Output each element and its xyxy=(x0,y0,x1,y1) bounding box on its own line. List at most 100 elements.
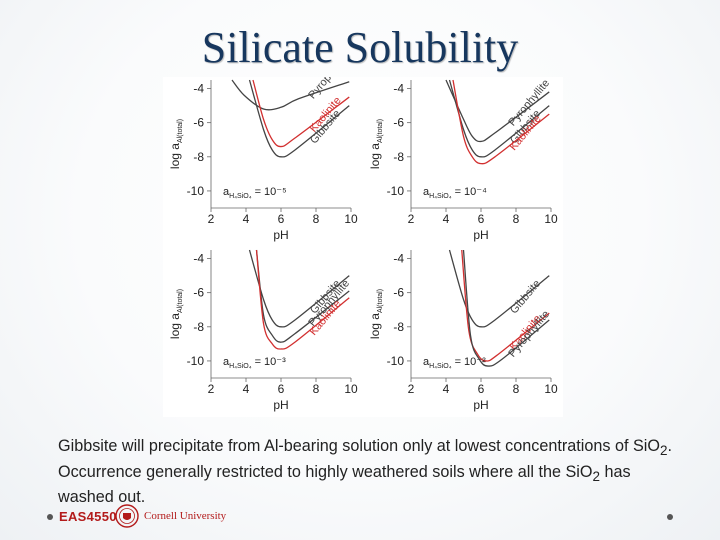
gibbsite-curve xyxy=(248,249,350,328)
institution-name: Cornell University xyxy=(144,510,227,522)
y-tick-label: -8 xyxy=(393,320,404,334)
kaolinite-curve xyxy=(255,249,350,350)
x-tick-label: 6 xyxy=(278,212,285,226)
y-axis-label-sub: Al(total) xyxy=(377,119,384,143)
gibbsite-curve xyxy=(448,249,550,328)
x-tick-label: 10 xyxy=(344,382,358,396)
y-tick-label: -10 xyxy=(187,184,205,198)
y-tick-label: -4 xyxy=(393,82,404,96)
silica-activity-annotation: aH₄SiO₄ = 10⁻⁴ xyxy=(423,186,487,200)
y-tick-label: -10 xyxy=(187,354,205,368)
y-axis-label-main: log a xyxy=(368,143,382,169)
x-tick-label: 4 xyxy=(243,382,250,396)
x-axis-label: pH xyxy=(473,228,488,242)
y-tick-label: -10 xyxy=(387,354,405,368)
pyrophyllite-curve xyxy=(462,249,550,367)
x-tick-label: 10 xyxy=(544,212,558,226)
pyrophyllite-label: Pyrophyllite xyxy=(306,77,352,101)
x-tick-label: 2 xyxy=(408,212,415,226)
pyrophyllite-label: Pyrophyllite xyxy=(506,308,552,359)
caption-subscript-1: 2 xyxy=(659,443,668,459)
x-tick-label: 6 xyxy=(478,382,485,396)
y-tick-label: -10 xyxy=(387,184,405,198)
annotation-sub: H₄SiO₄ xyxy=(429,193,452,200)
gibbsite-label: Gibbsite xyxy=(508,278,543,317)
silica-activity-annotation: aH₄SiO₄ = 10⁻² xyxy=(423,356,486,370)
y-tick-label: -8 xyxy=(193,320,204,334)
silica-activity-annotation: aH₄SiO₄ = 10⁻³ xyxy=(223,356,286,370)
y-axis-label-sub: Al(total) xyxy=(177,119,184,143)
x-tick-label: 10 xyxy=(544,382,558,396)
y-axis-label: log aAl(total) xyxy=(368,119,384,169)
pyrophyllite-curve xyxy=(445,79,550,143)
x-axis-label: pH xyxy=(473,398,488,412)
footer-bullet-right-icon xyxy=(667,514,673,520)
x-axis-label: pH xyxy=(273,398,288,412)
university-seal-icon xyxy=(115,504,139,528)
x-tick-label: 6 xyxy=(478,212,485,226)
y-axis-label-main: log a xyxy=(368,313,382,339)
y-tick-label: -6 xyxy=(193,116,204,130)
y-tick-label: -6 xyxy=(393,286,404,300)
y-tick-label: -4 xyxy=(193,252,204,266)
x-axis-label: pH xyxy=(273,228,288,242)
kaolinite-curve xyxy=(461,249,550,362)
x-tick-label: 2 xyxy=(408,382,415,396)
chart-panel-top-left: -4 -6 -8 -102 4 6 8 10 pH log aAl(total) Pyrophyll… xyxy=(168,77,358,242)
kaolinite-curve xyxy=(452,79,550,165)
annotation-main: a xyxy=(223,356,230,368)
x-tick-label: 2 xyxy=(208,212,215,226)
caption-text-3: has washed out. xyxy=(58,462,631,507)
y-axis-label: log aAl(total) xyxy=(168,289,184,339)
y-tick-label: -4 xyxy=(393,252,404,266)
y-tick-label: -4 xyxy=(193,82,204,96)
x-tick-label: 4 xyxy=(443,212,450,226)
gibbsite-curve xyxy=(248,79,350,158)
footer-bullet-left-icon xyxy=(47,514,53,520)
annotation-sub: H₄SiO₄ xyxy=(229,363,252,370)
x-tick-label: 4 xyxy=(243,212,250,226)
annotation-main: a xyxy=(423,186,430,198)
pyrophyllite-curve xyxy=(231,79,350,111)
y-tick-label: -6 xyxy=(393,116,404,130)
slide-footer: EAS4550 Cornell University xyxy=(0,500,720,540)
slide-caption: Gibbsite will precipitate from Al-bearin… xyxy=(58,436,688,508)
x-tick-label: 10 xyxy=(344,212,358,226)
y-tick-label: -8 xyxy=(193,150,204,164)
annotation-main: a xyxy=(223,186,230,198)
annotation-sub: H₄SiO₄ xyxy=(229,193,252,200)
kaolinite-curve xyxy=(252,79,350,148)
gibbsite-curve xyxy=(448,79,550,158)
caption-text-2: . Occurrence generally restricted to hig… xyxy=(58,437,672,481)
annotation-value: = 10⁻³ xyxy=(255,356,287,368)
x-tick-label: 6 xyxy=(278,382,285,396)
y-axis-label: log aAl(total) xyxy=(168,119,184,169)
annotation-sub: H₄SiO₄ xyxy=(429,363,452,370)
annotation-value: = 10⁻⁵ xyxy=(255,186,287,198)
slide-title: Silicate Solubility xyxy=(201,23,519,72)
caption-subscript-2: 2 xyxy=(592,468,600,484)
y-tick-label: -6 xyxy=(193,286,204,300)
pyrophyllite-curve xyxy=(255,249,350,343)
caption-text-1: Gibbsite will precipitate from Al-bearin… xyxy=(58,437,660,455)
annotation-main: a xyxy=(423,356,430,368)
annotation-value: = 10⁻⁴ xyxy=(455,186,488,198)
x-tick-label: 8 xyxy=(313,212,320,226)
x-tick-label: 4 xyxy=(443,382,450,396)
y-axis-label-sub: Al(total) xyxy=(177,289,184,313)
x-tick-label: 8 xyxy=(313,382,320,396)
x-tick-label: 8 xyxy=(513,212,520,226)
annotation-value: = 10⁻² xyxy=(455,356,487,368)
silica-activity-annotation: aH₄SiO₄ = 10⁻⁵ xyxy=(223,186,287,200)
x-tick-label: 2 xyxy=(208,382,215,396)
x-tick-label: 8 xyxy=(513,382,520,396)
y-axis-label-main: log a xyxy=(168,143,182,169)
y-axis-label-sub: Al(total) xyxy=(377,289,384,313)
y-axis-label-main: log a xyxy=(168,313,182,339)
y-tick-label: -8 xyxy=(393,150,404,164)
